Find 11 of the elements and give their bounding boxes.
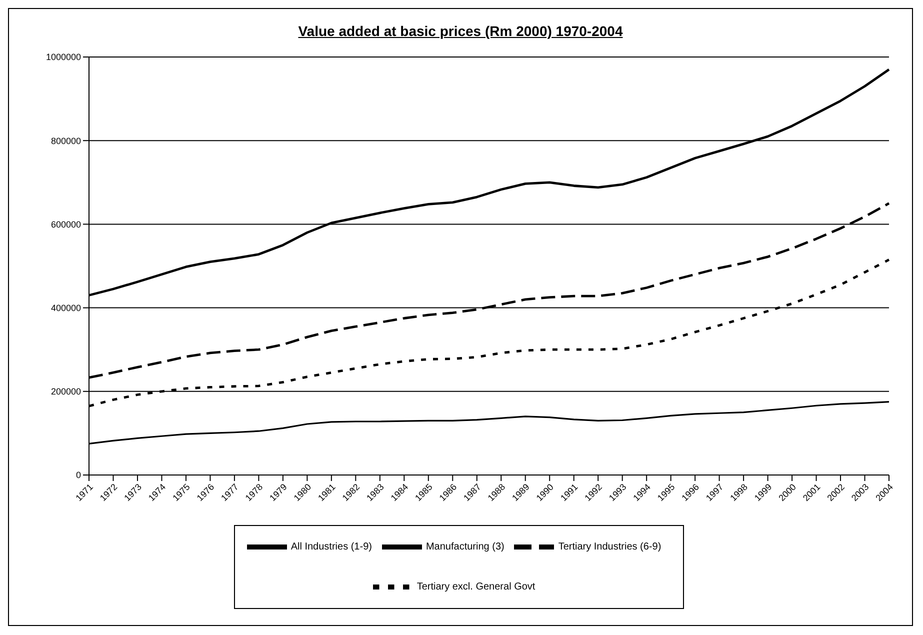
y-tick-label: 600000 xyxy=(50,219,81,230)
legend-label: Manufacturing (3) xyxy=(426,542,504,553)
y-tick-label: 0 xyxy=(76,470,81,480)
legend-label: Tertiary Industries (6-9) xyxy=(558,542,662,553)
y-tick-label: 1000000 xyxy=(46,52,81,62)
y-tick-label: 200000 xyxy=(50,386,81,397)
legend-label: All Industries (1-9) xyxy=(290,542,372,553)
chart-title: Value added at basic prices (Rm 2000) 1970-2004 xyxy=(297,23,624,39)
y-tick-label: 400000 xyxy=(50,302,81,313)
legend-label: Tertiary excl. General Govt xyxy=(416,582,536,593)
y-tick-label: 800000 xyxy=(50,136,81,146)
